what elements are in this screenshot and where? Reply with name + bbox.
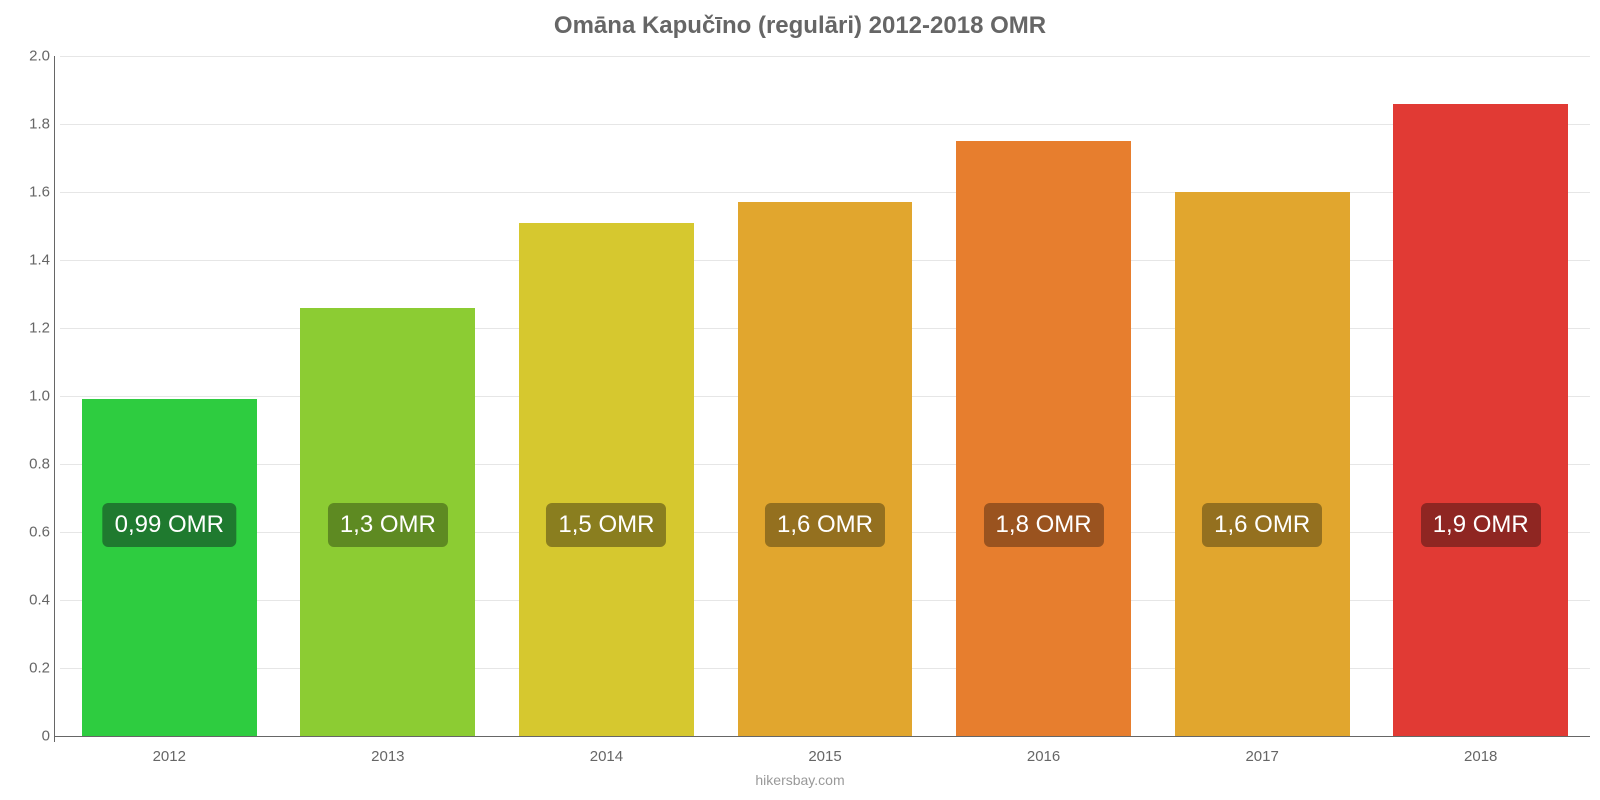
bar-value-label: 1,5 OMR <box>546 503 666 547</box>
y-tick-label: 1.4 <box>10 252 50 269</box>
x-tick-label: 2017 <box>1245 748 1278 765</box>
bar <box>956 141 1131 736</box>
plot-area: 00.20.40.60.81.01.21.41.61.82.00,99 OMR2… <box>60 56 1590 736</box>
chart-source: hikersbay.com <box>0 772 1600 788</box>
y-axis <box>54 56 55 742</box>
y-tick-label: 0.4 <box>10 592 50 609</box>
chart-container: Omāna Kapučīno (regulāri) 2012-2018 OMR … <box>0 0 1600 800</box>
bar <box>82 399 257 736</box>
x-tick-label: 2012 <box>153 748 186 765</box>
bar-value-label: 1,8 OMR <box>984 503 1104 547</box>
y-tick-label: 0 <box>10 728 50 745</box>
bar <box>1393 104 1568 736</box>
bar-value-label: 0,99 OMR <box>103 503 236 547</box>
y-tick-label: 0.2 <box>10 660 50 677</box>
x-tick-label: 2014 <box>590 748 623 765</box>
x-tick-label: 2018 <box>1464 748 1497 765</box>
x-tick-label: 2016 <box>1027 748 1060 765</box>
bar <box>519 223 694 736</box>
x-axis <box>54 736 1590 737</box>
y-tick-label: 1.6 <box>10 184 50 201</box>
y-tick-label: 1.0 <box>10 388 50 405</box>
bar-value-label: 1,3 OMR <box>328 503 448 547</box>
y-tick-label: 0.8 <box>10 456 50 473</box>
bar <box>738 202 913 736</box>
y-tick-label: 1.2 <box>10 320 50 337</box>
bar-value-label: 1,9 OMR <box>1421 503 1541 547</box>
bar <box>1175 192 1350 736</box>
chart-title: Omāna Kapučīno (regulāri) 2012-2018 OMR <box>0 12 1600 40</box>
y-tick-label: 1.8 <box>10 116 50 133</box>
gridline <box>60 192 1590 193</box>
y-tick-label: 2.0 <box>10 48 50 65</box>
gridline <box>60 56 1590 57</box>
x-tick-label: 2015 <box>808 748 841 765</box>
bar-value-label: 1,6 OMR <box>1202 503 1322 547</box>
y-tick-label: 0.6 <box>10 524 50 541</box>
x-tick-label: 2013 <box>371 748 404 765</box>
gridline <box>60 124 1590 125</box>
bar-value-label: 1,6 OMR <box>765 503 885 547</box>
